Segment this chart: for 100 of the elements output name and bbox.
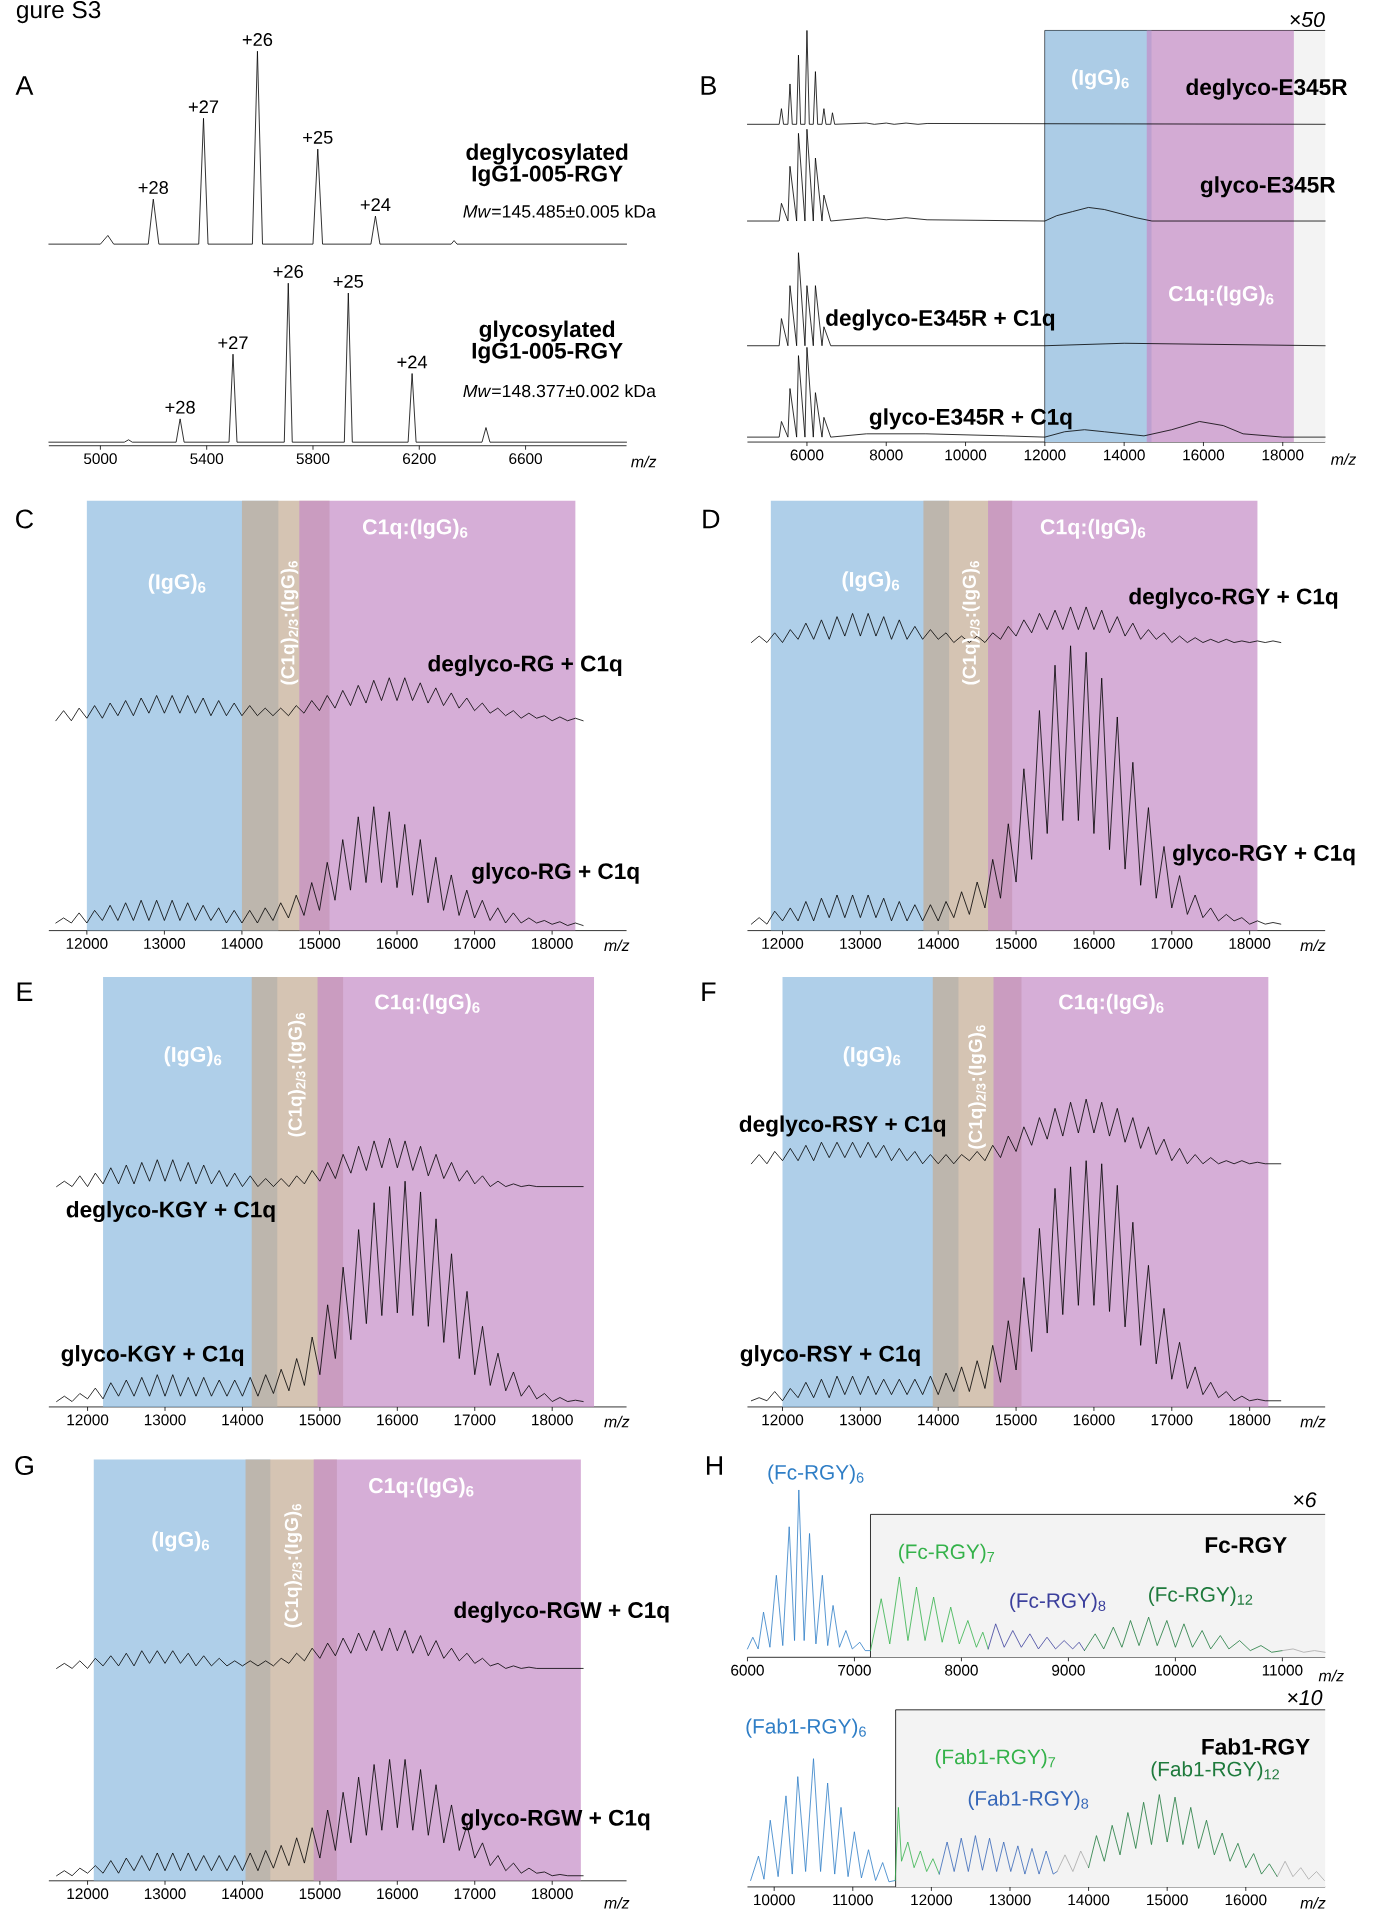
x-tick-label: 5400 [190,453,224,465]
chart-title: D [703,509,720,529]
band-label: ×50 [1290,11,1325,28]
series-label: deglyco-RG + C1q [428,654,622,677]
x-tick-label: 16000 [376,938,418,949]
x-tick-label: 11000 [1262,1664,1303,1676]
band-label: C1q:(IgG)$_{6}$ [1169,285,1274,306]
series-label: (Fab1-RGY)$_{8}$ [968,1790,1089,1810]
x-tick-label: 17000 [1151,1414,1193,1426]
band-label: C1q:(IgG)$_{6}$ [1059,993,1164,1014]
annotation: +25 [303,130,333,144]
series-label: glyco-E345R + C1q [869,408,1072,430]
x-axis-title: m/z [1300,939,1326,952]
x-tick-label: 17000 [454,938,496,949]
x-tick-label: 10000 [945,449,987,461]
x-tick-label: 14000 [918,938,959,949]
text: (Fab1-RGY)$_{7}$ [935,1748,1056,1769]
x-tick-label: 18000 [1229,1414,1271,1426]
series-label: deglyco-RGY + C1q [1129,587,1338,609]
x-tick-label: 16000 [1073,938,1115,949]
series-label: (Fc-RGY)$_{8}$ [1010,1592,1106,1613]
annotation: +28 [138,181,168,194]
annotation: +27 [218,336,248,349]
band-label: (C1q)$_{2/3}$:(IgG)$_{6}$ [287,1012,306,1137]
x-tick-label: 14000 [918,1414,959,1426]
x-axis-title: m/z [1330,453,1357,465]
x-tick-label: 9000 [1052,1664,1085,1676]
x-tick-label: 16000 [377,1414,418,1426]
series-label: deglyco-RGW + C1q [454,1601,669,1623]
band-label: ×6 [1293,1492,1317,1508]
series-label: (Fab1-RGY)$_{12}$ [1151,1761,1279,1781]
band-label: ×10 [1288,1690,1323,1706]
annotation: +26 [273,265,303,278]
chart-title: H [706,1456,723,1475]
x-axis-title: m/z [604,939,630,952]
chart-title: G [15,1456,33,1476]
x-tick-label: 14000 [222,1888,264,1900]
x-tick-label: 18000 [532,1414,573,1426]
x-axis-title: m/z [604,1415,630,1428]
x-tick-label: 15000 [995,1414,1037,1426]
series-label: (Fc-RGY)$_{6}$ [768,1464,864,1484]
x-tick-label: 17000 [454,1414,496,1426]
x-tick-label: 13000 [144,1414,186,1426]
series-label: deglyco-KGY + C1q [66,1200,275,1223]
series-label: glyco-KGY + C1q [61,1345,244,1367]
x-tick-label: 13000 [840,938,882,949]
x-tick-label: 13000 [144,938,186,949]
x-axis-title: m/z [631,455,657,468]
x-tick-label: 18000 [532,938,573,949]
x-tick-label: 17000 [1151,938,1193,949]
x-tick-label: 16000 [1073,1414,1115,1426]
x-tick-label: 15000 [299,1414,341,1426]
x-tick-label: 12000 [67,1888,109,1900]
x-tick-label: 12000 [762,1414,804,1426]
x-tick-label: 18000 [1262,449,1304,461]
annotation: Mw=145.485±0.005 kDa [463,204,656,218]
x-tick-label: 14000 [1104,449,1145,461]
x-tick-label: 15000 [1147,1894,1188,1906]
x-tick-label: 13000 [989,1894,1031,1906]
annotation: +25 [333,274,364,288]
series-label: glyco-E345R [1200,176,1336,198]
x-tick-label: 6600 [509,453,542,465]
x-tick-label: 8000 [945,1664,978,1676]
x-tick-label: 5000 [83,453,117,465]
x-tick-label: 12000 [911,1894,953,1906]
band-label: (IgG)$_{6}$ [1072,69,1129,90]
x-tick-label: 14000 [222,1414,264,1426]
text: gure S3 [16,1,101,24]
x-tick-label: 13000 [144,1888,186,1900]
x-tick-label: 7000 [838,1664,871,1676]
x-tick-label: 5800 [296,453,330,465]
x-tick-label: 16000 [1225,1894,1267,1906]
band-label: (C1q)$_{2/3}$:(IgG)$_{6}$ [284,1503,302,1628]
chart-title: E [17,982,33,1001]
x-tick-label: 14000 [1068,1894,1110,1906]
series-label: glyco-RGY + C1q [1173,844,1355,866]
series-label: deglyco-E345R [1186,78,1348,100]
x-tick-label: 16000 [1183,449,1225,461]
x-tick-label: 12000 [762,938,804,949]
annotation: +26 [242,33,273,47]
x-tick-label: 18000 [532,1888,573,1900]
x-axis-title: m/z [604,1896,630,1909]
series-label: deglyco-RSY + C1q [739,1115,946,1137]
x-tick-label: 10000 [754,1894,795,1906]
x-tick-label: 12000 [1024,449,1066,461]
x-tick-label: 18000 [1229,938,1271,949]
x-tick-label: 11000 [833,1894,873,1906]
band-label: C1q:(IgG)$_{6}$ [1040,518,1146,539]
band-label: C1q:(IgG)$_{6}$ [375,993,480,1014]
x-tick-label: 6000 [731,1664,764,1676]
band-label: C1q:(IgG)$_{6}$ [362,518,468,539]
x-tick-label: 12000 [67,1414,109,1426]
band-label: C1q:(IgG)$_{6}$ [369,1477,474,1498]
x-tick-label: 6200 [403,453,436,465]
annotation: Mw=148.377±0.002 kDa [463,384,656,398]
x-tick-label: 8000 [869,449,903,461]
band-label: (IgG)$_{6}$ [164,1046,222,1067]
series-label: glyco-RGW + C1q [461,1809,650,1831]
x-axis-title: m/z [1318,1669,1344,1682]
series-label: glyco-RSY + C1q [740,1345,920,1367]
